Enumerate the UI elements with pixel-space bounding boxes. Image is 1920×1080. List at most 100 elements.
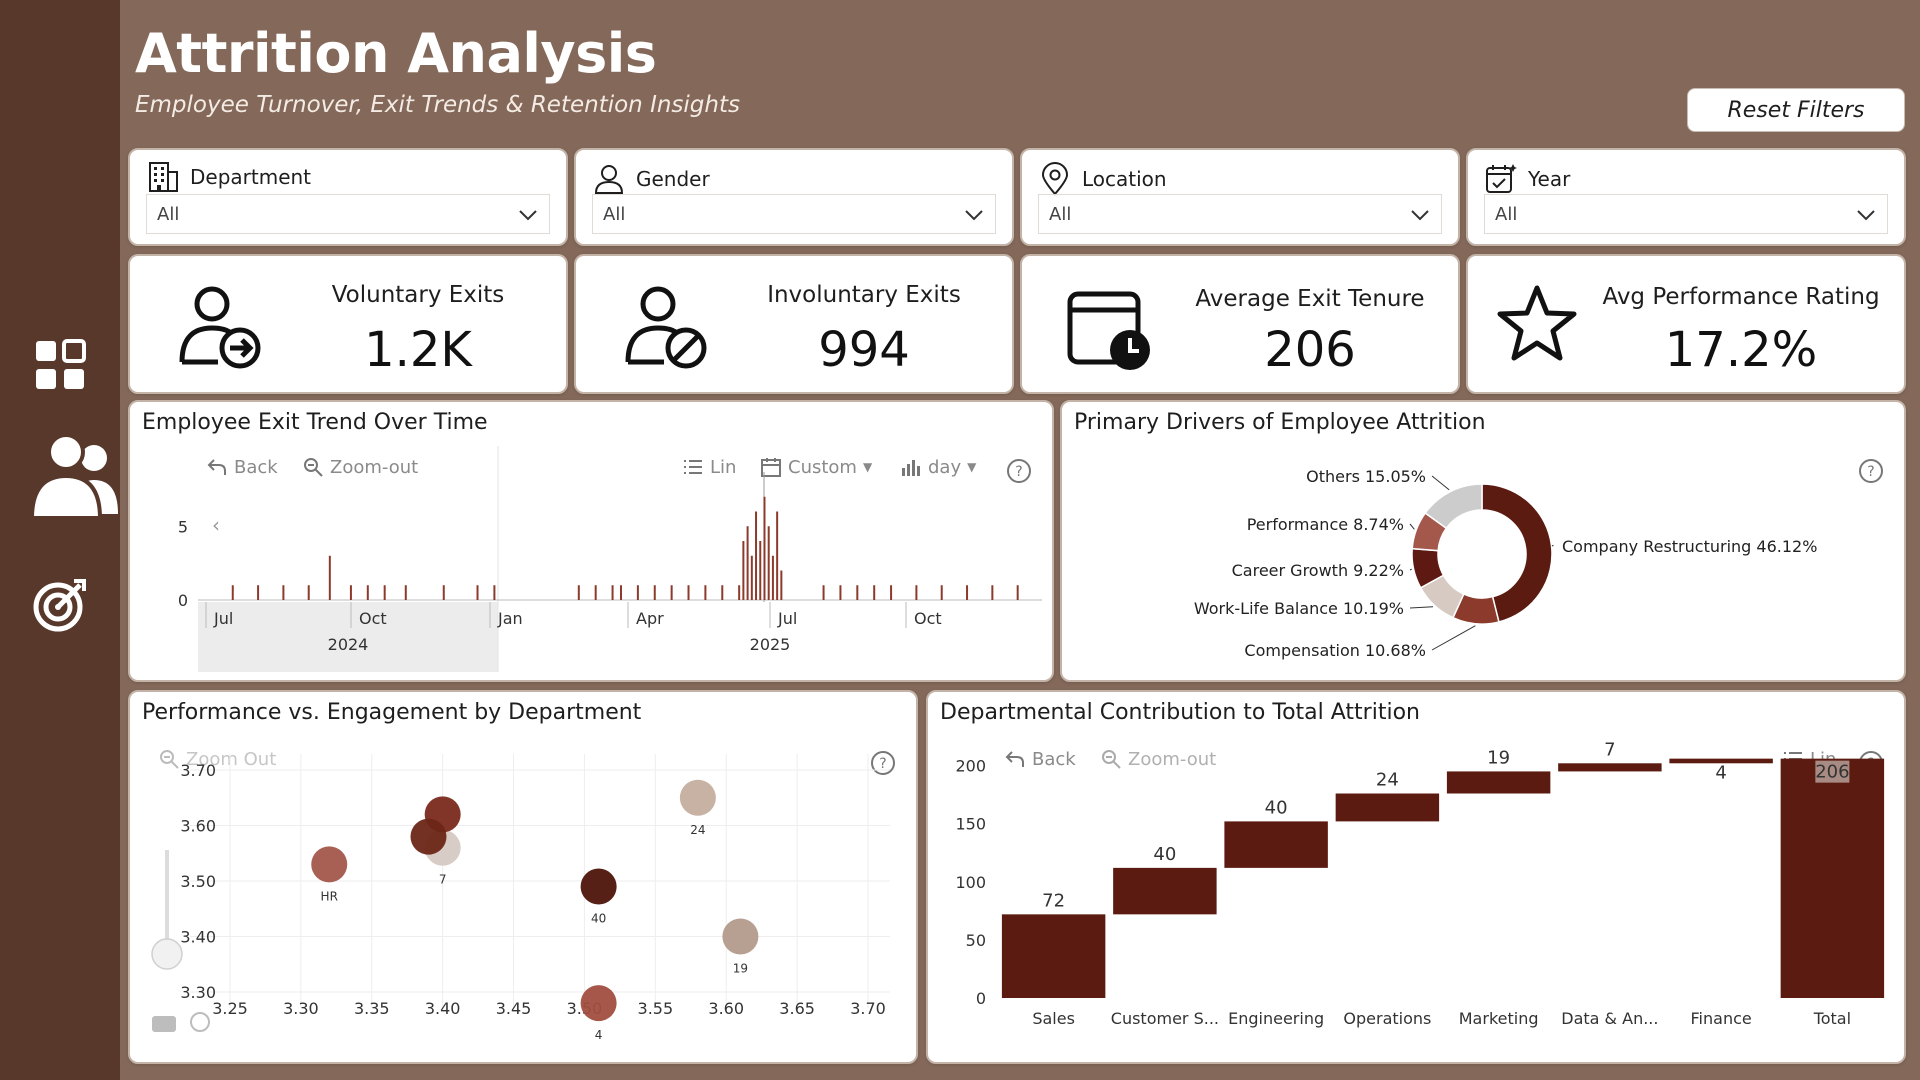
kpi-avg-performance-rating-value: 17.2% — [1664, 322, 1818, 378]
trend-bar — [366, 585, 369, 600]
attrition-drivers-chart: Company Restructuring 46.12% Compensation… — [1194, 467, 1818, 660]
waterfall-category-label: Operations — [1343, 1009, 1431, 1028]
trend-x-tick-label: Apr — [636, 609, 664, 628]
waterfall-bar-label: 40 — [1153, 844, 1176, 865]
trend-bar — [594, 585, 597, 600]
trend-bar — [746, 526, 749, 600]
location-select-value: All — [1049, 203, 1072, 225]
department-select[interactable]: All — [146, 194, 550, 234]
trend-back-button[interactable]: Back — [206, 456, 278, 478]
waterfall-category-label: Data & An... — [1561, 1009, 1658, 1028]
waterfall-zoom-out-label: Zoom-out — [1128, 748, 1217, 770]
trend-x-tick-label: Jul — [213, 609, 233, 628]
kpi-average-exit-tenure-label: Average Exit Tenure — [1195, 286, 1425, 312]
help-icon[interactable]: ? — [870, 750, 896, 776]
waterfall-category-label: Engineering — [1228, 1009, 1324, 1028]
trend-left-arrow: ‹ — [212, 513, 220, 537]
department-contribution-chart: 0 50 100 150 200 72 Sales 40 Customer S... 40 Engi… — [955, 739, 1885, 1028]
kpi-average-exit-tenure: Average Exit Tenure 206 — [1020, 254, 1460, 394]
scatter-zoom-slider-handle — [151, 938, 183, 970]
bar-chart-icon — [902, 460, 920, 476]
trend-y-tick-label: 5 — [178, 517, 188, 536]
scatter-x-tick-label: 3.70 — [850, 999, 886, 1018]
trend-y-tick-label: 0 — [178, 591, 188, 610]
waterfall-category-label: Customer S... — [1111, 1009, 1219, 1028]
reset-filters-button[interactable]: Reset Filters — [1687, 88, 1905, 132]
trend-bar — [636, 585, 639, 600]
trend-range-dropdown[interactable]: Custom ▼ — [760, 456, 872, 478]
list-icon — [684, 460, 702, 474]
donut-slice — [1424, 483, 1483, 530]
scatter-point — [311, 846, 348, 883]
trend-granularity-dropdown[interactable]: day ▼ — [900, 456, 976, 478]
trend-range-label: Custom — [788, 456, 857, 478]
scatter-point-label: 4 — [595, 1028, 603, 1042]
caret-down-icon: ▼ — [967, 460, 977, 474]
waterfall-bar-label: 19 — [1487, 747, 1510, 768]
trend-bar — [873, 585, 876, 600]
kpi-involuntary-exits: Involuntary Exits 994 — [574, 254, 1014, 394]
target-icon[interactable] — [30, 575, 90, 635]
page-title: Attrition Analysis — [135, 22, 657, 85]
trend-x-tick-label: Oct — [359, 609, 387, 628]
waterfall-y-tick-label: 100 — [955, 873, 986, 892]
trend-zoom-out-button[interactable]: Zoom-out — [302, 456, 418, 478]
scatter-point — [580, 985, 617, 1022]
year-select-value: All — [1495, 203, 1518, 225]
trend-bar — [704, 585, 707, 600]
trend-bar — [890, 585, 893, 600]
trend-bar — [653, 585, 656, 600]
trend-bar — [349, 585, 352, 600]
trend-scale-label: Lin — [710, 456, 737, 478]
scatter-y-tick-label: 3.70 — [180, 761, 216, 780]
page-subtitle: Employee Turnover, Exit Trends & Retenti… — [135, 92, 740, 118]
year-select[interactable]: All — [1484, 194, 1888, 234]
donut-leader-line — [1409, 523, 1415, 530]
scatter-point-label: 7 — [439, 873, 447, 887]
scatter-focus-icon — [152, 1016, 176, 1032]
scatter-zoom-out-button[interactable]: Zoom Out — [158, 748, 276, 770]
svg-text:?: ? — [879, 756, 886, 772]
back-arrow-icon — [207, 459, 226, 475]
kpi-average-exit-tenure-value: 206 — [1264, 322, 1356, 378]
chevron-down-icon — [519, 210, 537, 221]
people-icon[interactable] — [28, 428, 122, 522]
gender-select[interactable]: All — [592, 194, 996, 234]
trend-bar — [742, 541, 745, 600]
trend-scale-button[interactable]: Lin — [682, 456, 736, 478]
dashboard-icon[interactable] — [30, 335, 90, 395]
back-arrow-icon — [1005, 751, 1024, 767]
trend-bar — [721, 585, 724, 600]
waterfall-y-tick-label: 150 — [955, 815, 986, 834]
trend-x-tick-label: Jul — [777, 609, 797, 628]
waterfall-bar-label: 7 — [1604, 739, 1615, 760]
department-contribution-panel: Departmental Contribution to Total Attri… — [926, 690, 1906, 1064]
waterfall-y-tick-label: 0 — [976, 989, 986, 1008]
trend-bar — [750, 555, 753, 600]
donut-slice-label: Company Restructuring 46.12% — [1562, 537, 1817, 556]
location-select[interactable]: All — [1038, 194, 1442, 234]
chevron-down-icon — [1411, 210, 1429, 221]
gender-select-value: All — [603, 203, 626, 225]
chevron-down-icon — [965, 210, 983, 221]
help-icon[interactable]: ? — [1858, 458, 1884, 484]
filter-gender-label: Gender — [636, 167, 710, 191]
waterfall-back-button[interactable]: Back — [1004, 748, 1076, 770]
filter-location: Location All — [1020, 148, 1460, 246]
trend-bar — [759, 541, 762, 600]
waterfall-zoom-out-button[interactable]: Zoom-out — [1100, 748, 1216, 770]
trend-zoom-out-label: Zoom-out — [330, 456, 419, 478]
attrition-drivers-title: Primary Drivers of Employee Attrition — [1074, 410, 1486, 435]
trend-bar — [282, 585, 285, 600]
waterfall-category-label: Marketing — [1459, 1009, 1539, 1028]
help-icon[interactable]: ? — [1006, 458, 1032, 484]
trend-bar — [966, 585, 969, 600]
trend-year-label: 2025 — [750, 635, 791, 654]
waterfall-bar-label: 206 — [1815, 762, 1849, 783]
donut-slice-label: Compensation 10.68% — [1244, 641, 1426, 660]
exit-trend-panel: Employee Exit Trend Over Time Back Zoom-… — [128, 400, 1054, 682]
user-blocked-icon — [625, 286, 707, 369]
waterfall-category-label: Sales — [1032, 1009, 1075, 1028]
waterfall-bar — [1335, 793, 1440, 822]
zoom-out-icon — [1102, 750, 1121, 769]
